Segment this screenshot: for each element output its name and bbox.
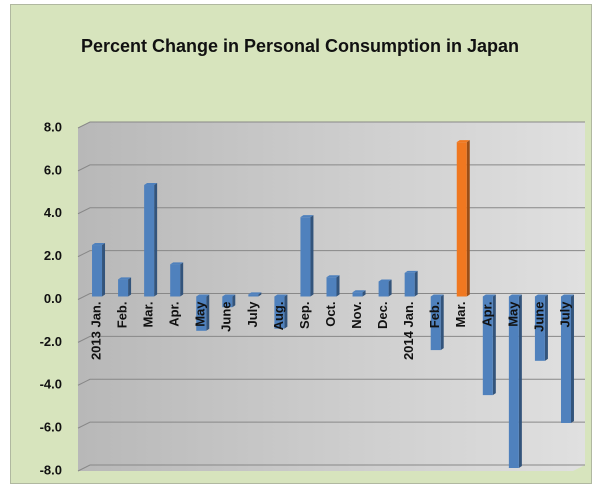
grid-line: [77, 421, 585, 429]
bar-side: [570, 294, 574, 423]
x-tick-label: Feb.: [115, 302, 130, 329]
y-tick-label: 8.0: [44, 119, 62, 134]
y-tick-label: 4.0: [44, 205, 62, 220]
chart-title: Percent Change in Personal Consumption i…: [80, 36, 520, 56]
bar-top: [560, 294, 574, 297]
bar-side: [102, 243, 106, 297]
x-tick-label: Feb.: [427, 302, 442, 329]
grid-line: [77, 207, 585, 215]
bar-side: [388, 279, 392, 297]
bar-side: [284, 294, 288, 329]
x-tick-label: Apr.: [479, 302, 494, 327]
bar-top: [196, 294, 210, 297]
bar: [352, 292, 363, 297]
y-tick-label: -6.0: [40, 420, 62, 435]
bar-top: [534, 294, 548, 297]
bar-side: [258, 292, 262, 297]
x-tick-label: Mar.: [141, 302, 156, 328]
bar-side: [362, 290, 366, 297]
bar-top: [326, 275, 340, 278]
bar-side: [414, 270, 418, 297]
bar-top: [456, 140, 470, 143]
bar-side: [544, 294, 548, 361]
bar-top: [274, 294, 288, 297]
x-tick-label: July: [245, 301, 260, 328]
bar-side: [154, 183, 158, 297]
bar-top: [378, 279, 392, 282]
bar: [222, 296, 233, 308]
bar: [92, 245, 103, 297]
grid-line: [77, 335, 585, 343]
bar: [456, 142, 467, 297]
x-tick-label: 2014 Jan.: [401, 302, 416, 361]
bar-top: [170, 262, 184, 265]
grid-line: [77, 250, 585, 258]
x-tick-label: Oct.: [323, 302, 338, 327]
bar-top: [118, 277, 132, 280]
bar: [508, 296, 519, 468]
bar: [274, 296, 285, 329]
bar-top: [248, 292, 262, 295]
bar-side: [336, 275, 340, 297]
x-tick-label: Sep.: [297, 302, 312, 329]
bar: [170, 264, 181, 297]
bar-side: [232, 294, 236, 308]
x-tick-label: June: [531, 302, 546, 332]
bar: [300, 217, 311, 297]
bar-top: [352, 290, 366, 293]
y-tick-label: -8.0: [40, 462, 62, 477]
y-tick-label: 2.0: [44, 248, 62, 263]
bar: [560, 296, 571, 423]
bar: [534, 296, 545, 361]
bar-side: [492, 294, 496, 396]
y-tick-label: -2.0: [40, 334, 62, 349]
grid-line: [77, 164, 585, 172]
bar-side: [466, 140, 470, 297]
bar-top: [430, 294, 444, 297]
bar-side: [440, 294, 444, 351]
bar-side: [310, 215, 314, 297]
bar-side: [206, 294, 210, 331]
y-tick-label: -4.0: [40, 377, 62, 392]
grid-line: [77, 378, 585, 386]
bar-side: [518, 294, 522, 468]
x-tick-label: May: [193, 301, 208, 327]
bar-side: [180, 262, 184, 297]
bar-top: [222, 294, 236, 297]
bar-top: [92, 243, 106, 246]
x-tick-label: May: [505, 301, 520, 327]
bar-top: [482, 294, 496, 297]
x-tick-label: July: [557, 301, 572, 328]
x-tick-label: June: [219, 302, 234, 332]
x-tick-label: Nov.: [349, 302, 364, 329]
bar: [482, 296, 493, 396]
x-tick-label: Aug.: [271, 302, 286, 331]
bar: [196, 296, 207, 331]
bar: [326, 277, 337, 297]
bar-top: [300, 215, 314, 218]
bar: [404, 272, 415, 297]
bar-top: [508, 294, 522, 297]
y-tick-label: 0.0: [44, 291, 62, 306]
bar-top: [144, 183, 158, 186]
x-tick-label: Apr.: [167, 302, 182, 327]
bar: [248, 294, 259, 297]
x-tick-label: Dec.: [375, 302, 390, 329]
x-tick-label: Mar.: [453, 302, 468, 328]
bar: [118, 279, 129, 297]
bar: [430, 296, 441, 351]
bar-top: [404, 270, 418, 273]
y-tick-label: 6.0: [44, 162, 62, 177]
grid-line: [77, 293, 585, 300]
grid-line: [77, 121, 585, 129]
bar: [144, 185, 155, 297]
bar-side: [128, 277, 132, 297]
grid-line: [77, 464, 585, 472]
bar: [378, 281, 389, 297]
x-tick-label: 2013 Jan.: [88, 302, 103, 361]
